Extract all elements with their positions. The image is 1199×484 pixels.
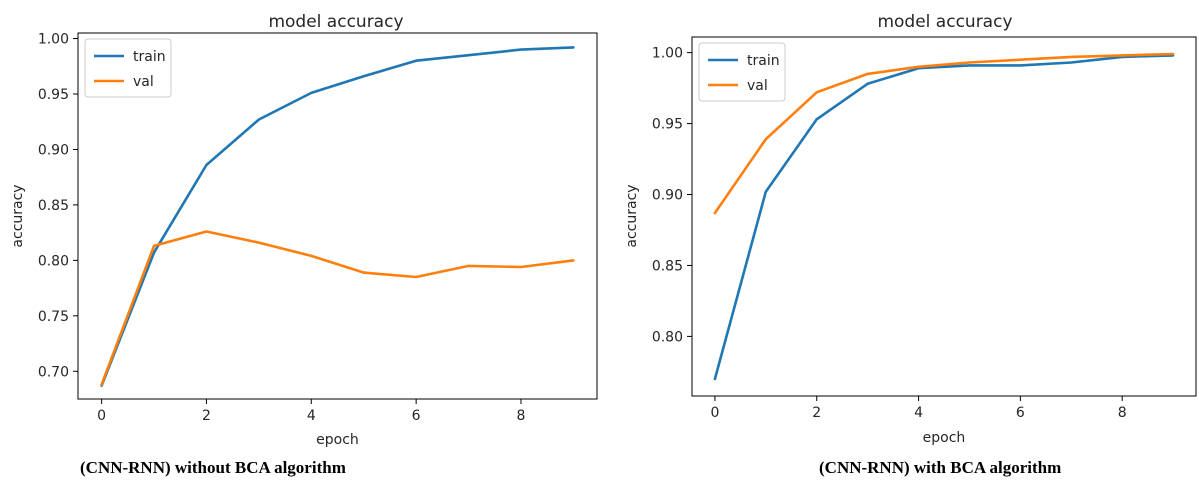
y-tick-label: 0.90 [38,142,69,158]
legend-label-val: val [747,78,768,94]
series-line-val [713,52,1175,215]
chart-title: model accuracy [877,12,1012,32]
y-tick-label: 0.85 [38,198,69,214]
legend-box [698,42,786,102]
chart-caption-right: (CNN-RNN) with BCA algorithm [819,458,1062,477]
chart-caption-left: (CNN-RNN) without BCA algorithm [80,458,346,477]
series-line-train [713,54,1175,381]
y-tick-label: 0.70 [38,364,69,380]
legend: train val [698,42,786,102]
chart-right: model accuracy 0.80 0.85 0.90 0.95 1.00 0 2 4 6 8 e… [624,12,1197,446]
series-line-val [100,230,575,386]
chart-left: model accuracy 0.70 0.75 0.80 0.85 0.90 0.95 1.… [10,12,598,448]
y-axis-label: accuracy [624,184,640,247]
legend-box [84,38,172,98]
legend: train val [84,38,172,98]
plot-frame [77,32,598,400]
legend-label-train: train [133,49,166,65]
x-tick-label: 8 [1118,405,1127,421]
y-tick-label: 1.00 [652,46,683,62]
y-tick-label: 1.00 [38,32,69,48]
plot-frame [691,36,1197,397]
y-tick-label: 0.95 [652,117,683,133]
x-tick-label: 0 [97,408,106,424]
x-axis-label: epoch [316,432,359,448]
y-tick-label: 0.85 [652,258,683,274]
y-tick-label: 0.90 [652,188,683,204]
x-tick-label: 0 [710,405,719,421]
x-axis-label: epoch [923,430,966,446]
legend-label-train: train [747,53,780,69]
chart-title: model accuracy [268,12,403,32]
x-tick-label: 4 [307,408,316,424]
x-tick-label: 8 [517,408,526,424]
y-tick-label: 0.80 [652,329,683,345]
y-tick-label: 0.75 [38,309,69,325]
y-tick-label: 0.80 [38,253,69,269]
legend-label-val: val [133,74,154,90]
x-tick-label: 6 [412,408,421,424]
y-axis-label: accuracy [10,184,26,247]
x-tick-label: 2 [202,408,211,424]
series-line-train [100,46,575,388]
y-tick-label: 0.95 [38,87,69,103]
x-tick-label: 2 [812,405,821,421]
x-tick-label: 4 [914,405,923,421]
x-tick-label: 6 [1016,405,1025,421]
